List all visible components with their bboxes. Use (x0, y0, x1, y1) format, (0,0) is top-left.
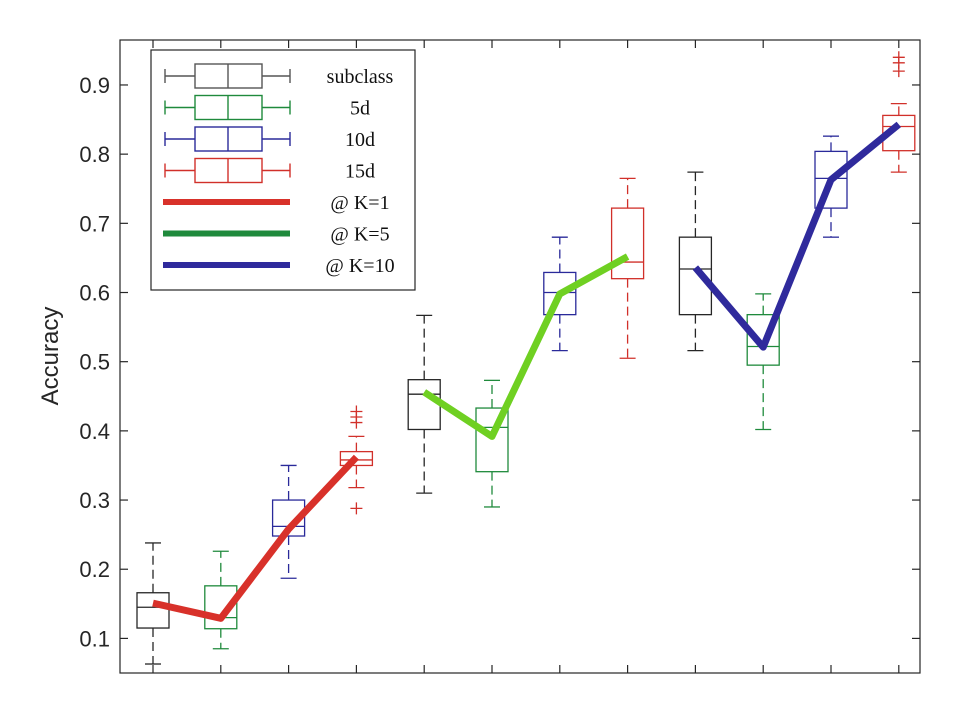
y-tick-label: 0.2 (79, 557, 110, 582)
legend-label: subclass (327, 66, 394, 88)
legend: subclass 5d 10d 15d @ K=1 @ K=5 @ K=10 (150, 49, 416, 291)
legend-label: @ K=1 (330, 192, 389, 214)
box-5d-k5 (475, 379, 509, 508)
y-tick-label: 0.9 (79, 73, 110, 98)
outlier-marker (892, 51, 905, 64)
legend-entry: 10d (164, 126, 375, 152)
box-iqr (136, 592, 170, 629)
legend-entry: @ K=5 (163, 224, 390, 246)
outlier-marker (350, 502, 363, 515)
box-15d-k1 (339, 405, 374, 515)
legend-label: 10d (345, 129, 375, 151)
legend-entry: @ K=1 (163, 192, 390, 214)
legend-entry: subclass (164, 63, 394, 89)
legend-entry: 5d (164, 94, 370, 121)
legend-entry: @ K=10 (163, 255, 395, 277)
y-tick-label: 0.6 (79, 281, 110, 306)
y-tick-label: 0.8 (79, 142, 110, 167)
legend-label: @ K=5 (330, 224, 389, 246)
box-subclass-k10 (678, 171, 713, 352)
box-iqr (610, 207, 645, 280)
legend-label: 5d (350, 98, 370, 120)
box-iqr (339, 450, 374, 467)
y-tick-label: 0.5 (79, 350, 110, 375)
y-axis-label: Accuracy (37, 307, 64, 406)
box-10d-k5 (543, 236, 577, 352)
box-plots (136, 51, 916, 665)
line--k-10 (692, 121, 902, 351)
box-15d-k5 (610, 177, 645, 359)
x-axis (152, 40, 900, 673)
line--k-1 (152, 454, 359, 622)
box-iqr (475, 407, 509, 473)
y-tick-label: 0.1 (79, 626, 110, 651)
box-iqr (271, 499, 306, 537)
accuracy-lines (152, 121, 902, 622)
box-iqr (678, 236, 713, 316)
box-iqr (204, 585, 238, 630)
legend-label: @ K=10 (325, 255, 394, 277)
y-tick-label: 0.7 (79, 211, 110, 236)
box-iqr (746, 313, 780, 366)
legend-entry: 15d (164, 157, 375, 184)
box-iqr (543, 271, 577, 316)
y-tick-label: 0.3 (79, 488, 110, 513)
line--k-5 (422, 253, 630, 440)
box-iqr (814, 150, 848, 209)
legend-label: 15d (345, 161, 375, 183)
y-axis: 0.1 0.2 0.3 0.4 0.5 0.6 0.7 0.8 0.9 (79, 73, 920, 651)
outlier-marker (350, 405, 363, 418)
y-tick-label: 0.4 (79, 419, 110, 444)
